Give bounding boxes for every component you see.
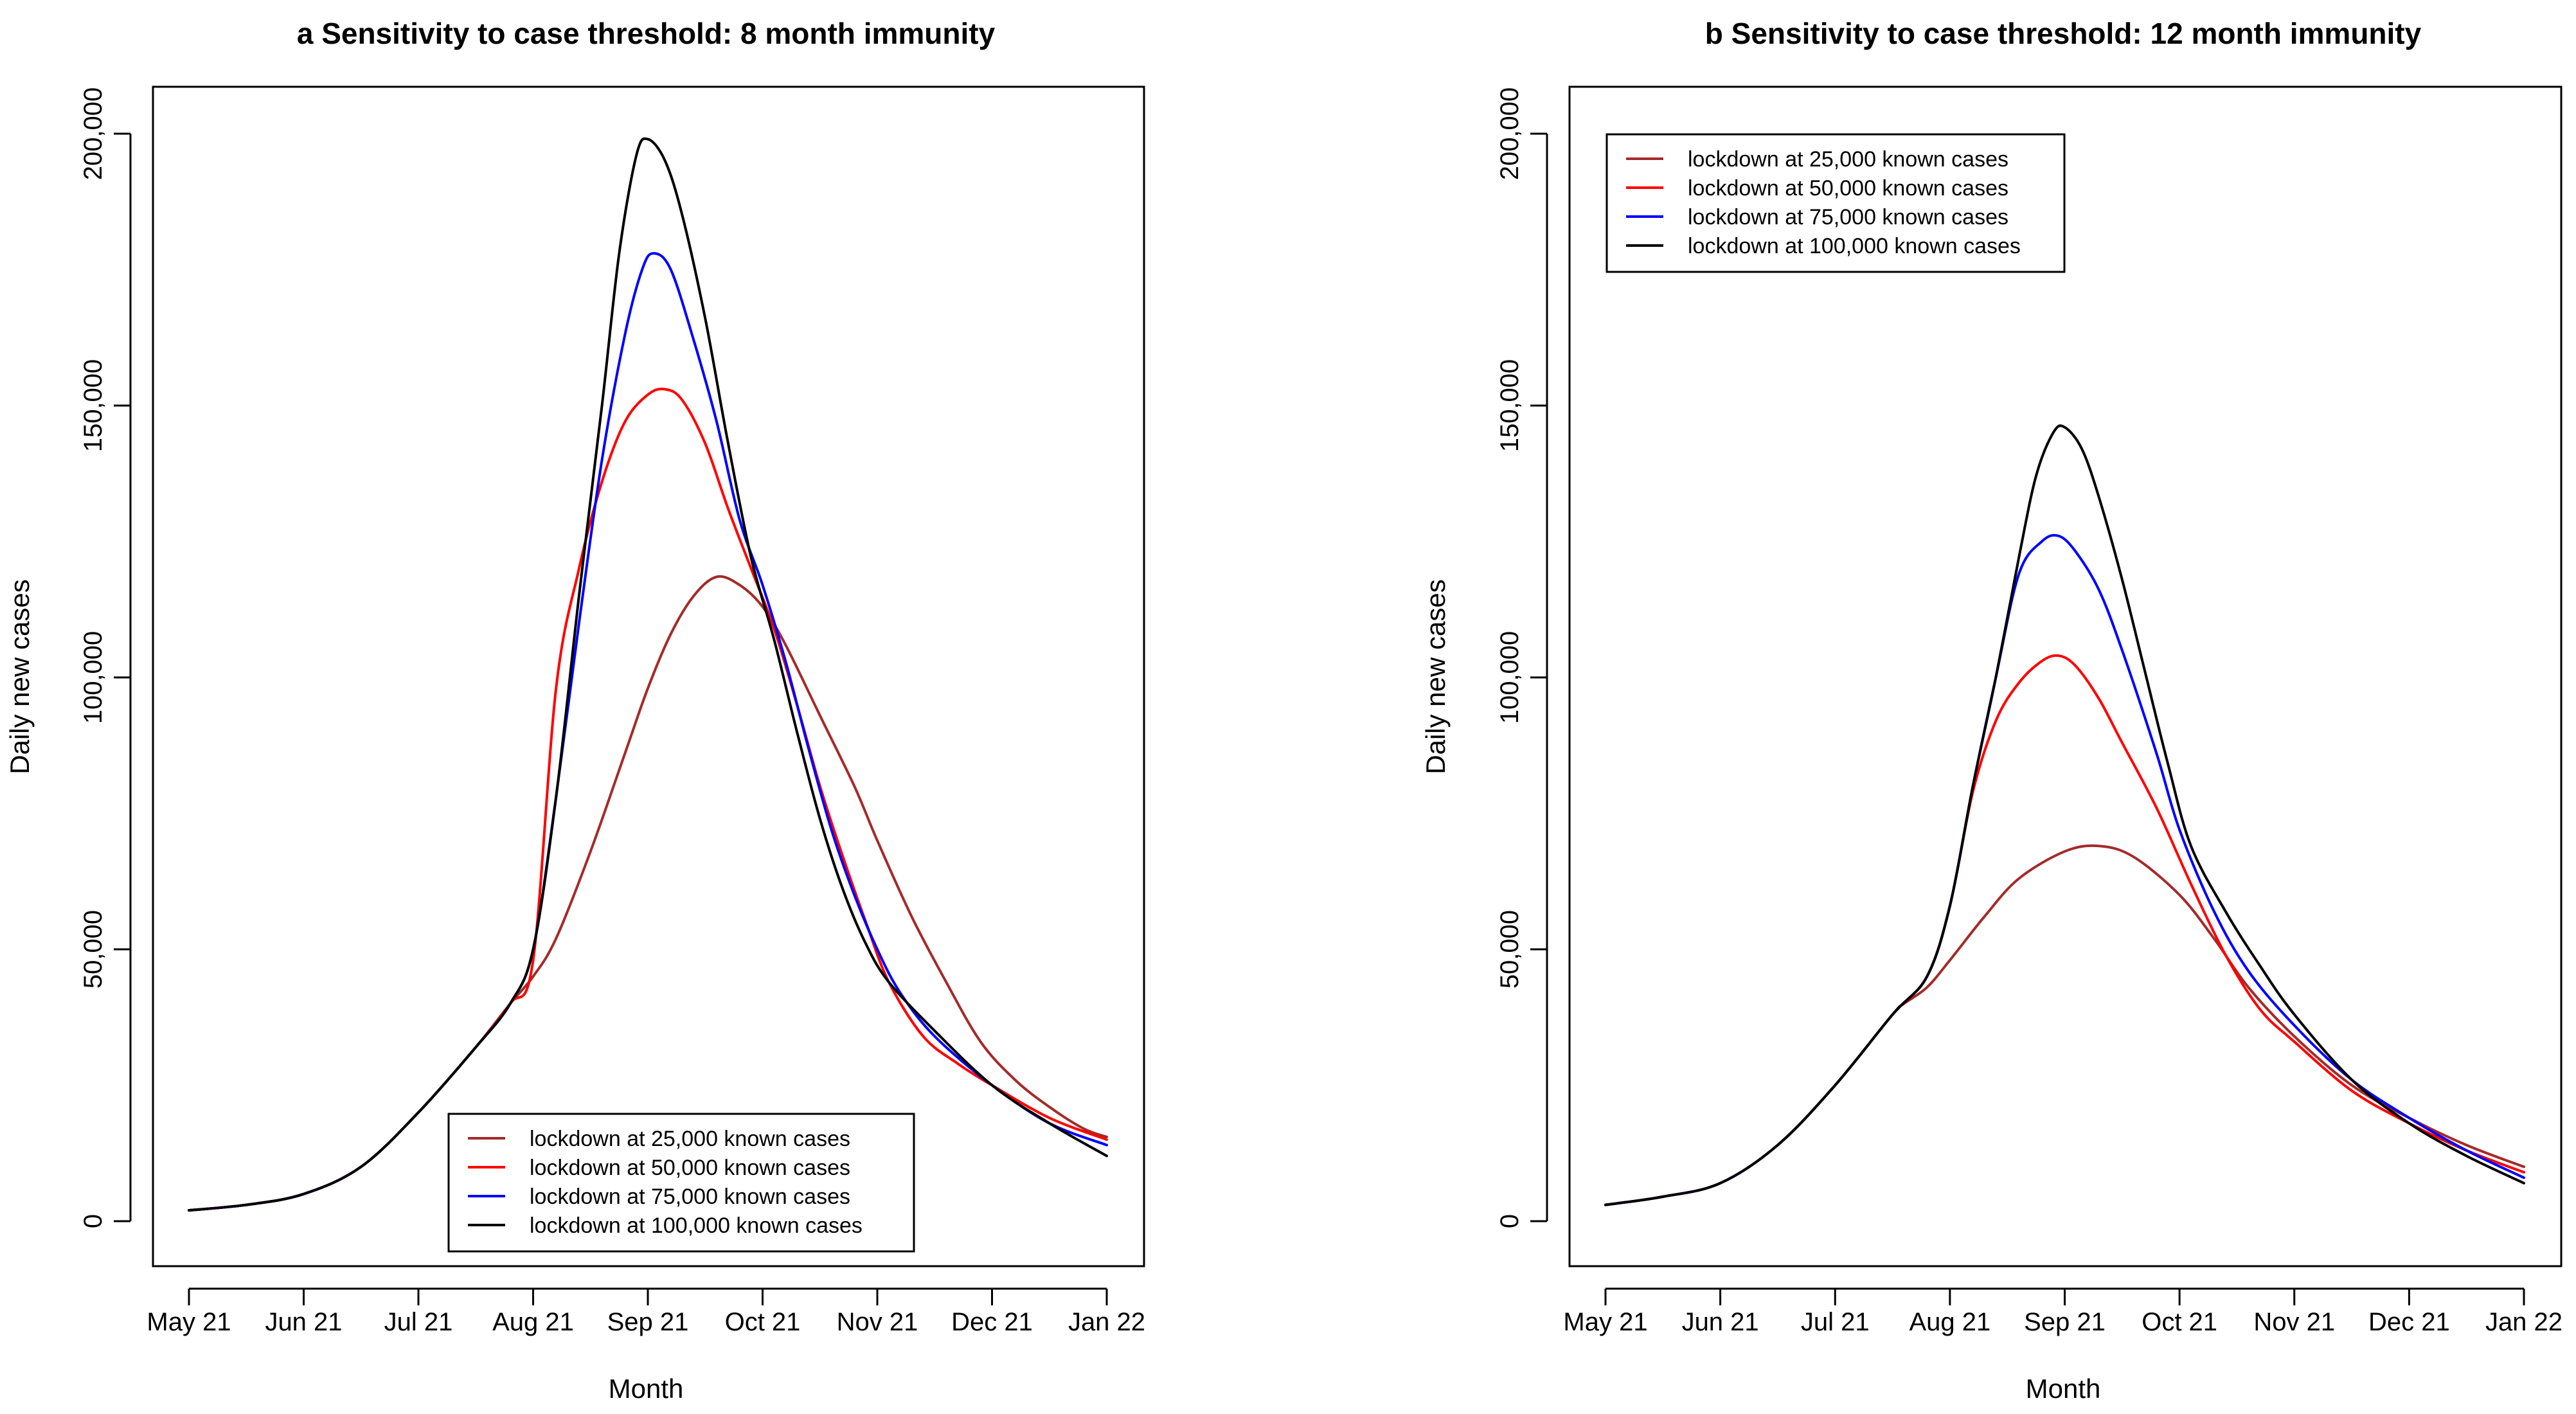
- x-tick-label: Jun 21: [1682, 1308, 1759, 1336]
- plot-frame: [152, 85, 1145, 1267]
- y-tick-label: 150,000: [79, 359, 107, 452]
- y-tick-label: 100,000: [1496, 631, 1524, 724]
- x-tick-label: May 21: [1563, 1308, 1647, 1336]
- legend-label: lockdown at 50,000 known cases: [530, 1156, 850, 1180]
- series-line-2: [1604, 654, 2525, 1206]
- legend-label: lockdown at 25,000 known cases: [1688, 147, 2008, 172]
- x-tick-label: Aug 21: [1909, 1308, 1990, 1336]
- plot-frame: [1568, 85, 2563, 1267]
- x-tick-label: Jul 21: [384, 1308, 453, 1336]
- x-tick-label: Jul 21: [1801, 1308, 1870, 1336]
- chart-title: a Sensitivity to case threshold: 8 month…: [297, 17, 996, 50]
- chart-a: a Sensitivity to case threshold: 8 month…: [4, 17, 1145, 1404]
- legend-label: lockdown at 25,000 known cases: [530, 1127, 850, 1151]
- x-tick-label: Oct 21: [2142, 1308, 2217, 1336]
- x-tick-label: May 21: [147, 1308, 231, 1336]
- y-tick-label: 50,000: [79, 910, 107, 989]
- x-tick-label: Sep 21: [2024, 1308, 2106, 1336]
- x-tick-label: Sep 21: [607, 1308, 689, 1336]
- series-line-4: [188, 137, 1108, 1212]
- x-tick-label: Jan 22: [2485, 1308, 2563, 1336]
- x-tick-label: Jan 22: [1068, 1308, 1145, 1336]
- series-line-1: [1604, 844, 2525, 1206]
- legend-label: lockdown at 75,000 known cases: [530, 1185, 850, 1209]
- legend: lockdown at 25,000 known cases lockdown a…: [1606, 133, 2066, 273]
- series-line-3: [188, 252, 1108, 1212]
- y-axis-title: Daily new cases: [4, 579, 35, 774]
- legend: lockdown at 25,000 known cases lockdown a…: [447, 1113, 915, 1253]
- chart-title: b Sensitivity to case threshold: 12 mont…: [1705, 17, 2422, 50]
- x-tick-label: Nov 21: [2253, 1308, 2335, 1336]
- y-tick-label: 50,000: [1496, 910, 1524, 989]
- legend-label: lockdown at 75,000 known cases: [1688, 205, 2008, 229]
- y-tick-label: 0: [1496, 1214, 1524, 1228]
- legend-label: lockdown at 100,000 known cases: [530, 1213, 863, 1238]
- x-tick-label: Dec 21: [2368, 1308, 2450, 1336]
- series-line-3: [1604, 533, 2525, 1206]
- x-axis-title: Month: [609, 1374, 684, 1404]
- legend-box: [1606, 133, 2066, 273]
- y-tick-label: 200,000: [79, 87, 107, 181]
- x-tick-label: Jun 21: [265, 1308, 342, 1336]
- x-tick-label: Aug 21: [492, 1308, 574, 1336]
- series-line-2: [188, 388, 1108, 1212]
- chart-b: b Sensitivity to case threshold: 12 mont…: [1420, 17, 2563, 1404]
- y-tick-label: 0: [79, 1214, 107, 1228]
- y-axis-title: Daily new cases: [1420, 579, 1451, 774]
- x-axis-title: Month: [2026, 1374, 2101, 1404]
- legend-box: [447, 1113, 915, 1253]
- y-tick-label: 200,000: [1496, 87, 1524, 181]
- y-tick-label: 100,000: [79, 631, 107, 724]
- y-tick-label: 150,000: [1496, 359, 1524, 452]
- series-line-4: [1604, 424, 2525, 1206]
- x-tick-label: Oct 21: [725, 1308, 801, 1336]
- legend-label: lockdown at 50,000 known cases: [1688, 176, 2008, 201]
- x-tick-label: Dec 21: [951, 1308, 1033, 1336]
- x-tick-label: Nov 21: [837, 1308, 918, 1336]
- legend-label: lockdown at 100,000 known cases: [1688, 234, 2021, 258]
